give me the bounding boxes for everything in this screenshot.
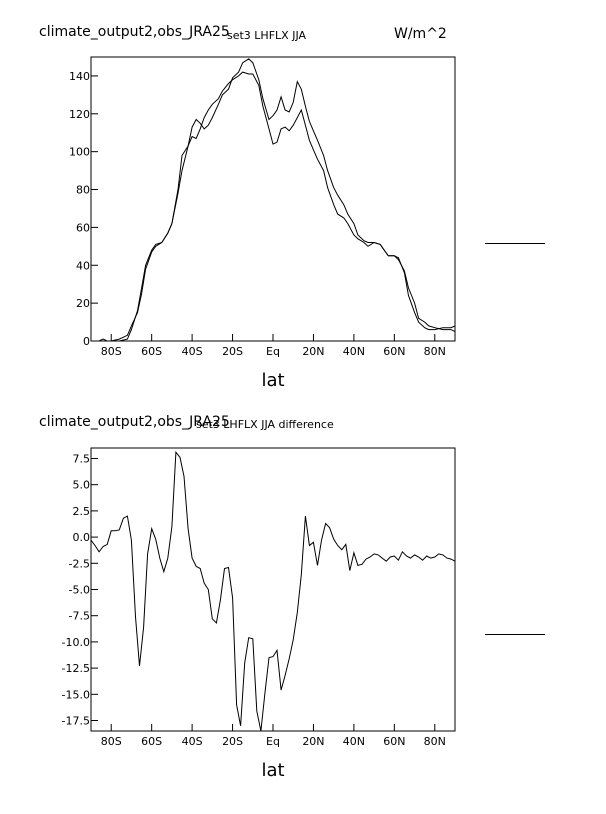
panel1-title-left: climate_output2,obs_JRA25	[39, 24, 230, 40]
chart1-x-tick-label: Eq	[266, 345, 280, 358]
panel1-legend-line	[485, 243, 545, 244]
chart2-y-tick-label: -2.5	[69, 557, 90, 570]
chart1-y-tick-label: 60	[76, 221, 90, 234]
chart1-x-axis-label: lat	[261, 370, 284, 391]
chart2-y-tick-label: 0.0	[73, 531, 91, 544]
chart1-x-tick-label: 20S	[222, 345, 243, 358]
chart1-x-tick-label: 40N	[343, 345, 365, 358]
chart2-x-tick-label: 80N	[424, 735, 446, 748]
chart1-x-tick-label: 80N	[424, 345, 446, 358]
chart2-x-axis-label: lat	[261, 760, 284, 781]
chart1-x-tick-label: 60N	[383, 345, 405, 358]
chart2-y-tick-label: -10.0	[62, 636, 90, 649]
chart2-y-tick-label: 5.0	[73, 479, 91, 492]
panel1-title-center: set3 LHFLX JJA	[227, 29, 307, 42]
chart2-x-tick-label: Eq	[266, 735, 280, 748]
chart2-x-tick-label: 40N	[343, 735, 365, 748]
panel1-units: W/m^2	[394, 26, 447, 42]
panel2-legend-line	[485, 634, 545, 635]
chart2-y-tick-label: -15.0	[62, 688, 90, 701]
chart-1: 80S 60S 40S 20S Eq 20N 40N 60N 80N 0 20 40 60 80 100 12…	[69, 56, 456, 391]
chart1-x-tick-label: 40S	[182, 345, 203, 358]
chart1-x-tick-label: 20N	[302, 345, 324, 358]
chart1-y-tick-label: 120	[69, 108, 90, 121]
chart2-x-tick-label: 20S	[222, 735, 243, 748]
chart1-x-tick-label: 80S	[101, 345, 122, 358]
panel2-title-left: climate_output2,obs_JRA25	[39, 414, 230, 430]
chart2-x-tick-label: 80S	[101, 735, 122, 748]
chart2-series-line-1	[91, 450, 455, 731]
chart2-y-tick-label: 7.5	[73, 452, 91, 465]
chart2-y-tick-label: 2.5	[73, 505, 91, 518]
chart1-x-tick-label: 60S	[141, 345, 162, 358]
chart1-series-line-2	[91, 71, 455, 341]
chart2-x-tick-label: 60S	[141, 735, 162, 748]
chart1-y-tick-label: 20	[76, 297, 90, 310]
chart2-y-tick-label: -5.0	[69, 584, 90, 597]
chart1-y-tick-label: 100	[69, 146, 90, 159]
panel2-title-center: set3 LHFLX JJA difference	[196, 418, 334, 431]
chart1-y-tick-label: 140	[69, 70, 90, 83]
chart2-x-tick-label: 20N	[302, 735, 324, 748]
chart1-y-tick-label: 0	[83, 335, 90, 348]
chart2-y-tick-label: -12.5	[62, 662, 90, 675]
chart2-y-tick-label: -17.5	[62, 715, 90, 728]
chart1-y-tick-label: 80	[76, 184, 90, 197]
chart2-y-tick-label: -7.5	[69, 610, 90, 623]
chart1-y-tick-label: 40	[76, 259, 90, 272]
chart2-x-tick-label: 60N	[383, 735, 405, 748]
chart2-x-tick-label: 40S	[182, 735, 203, 748]
